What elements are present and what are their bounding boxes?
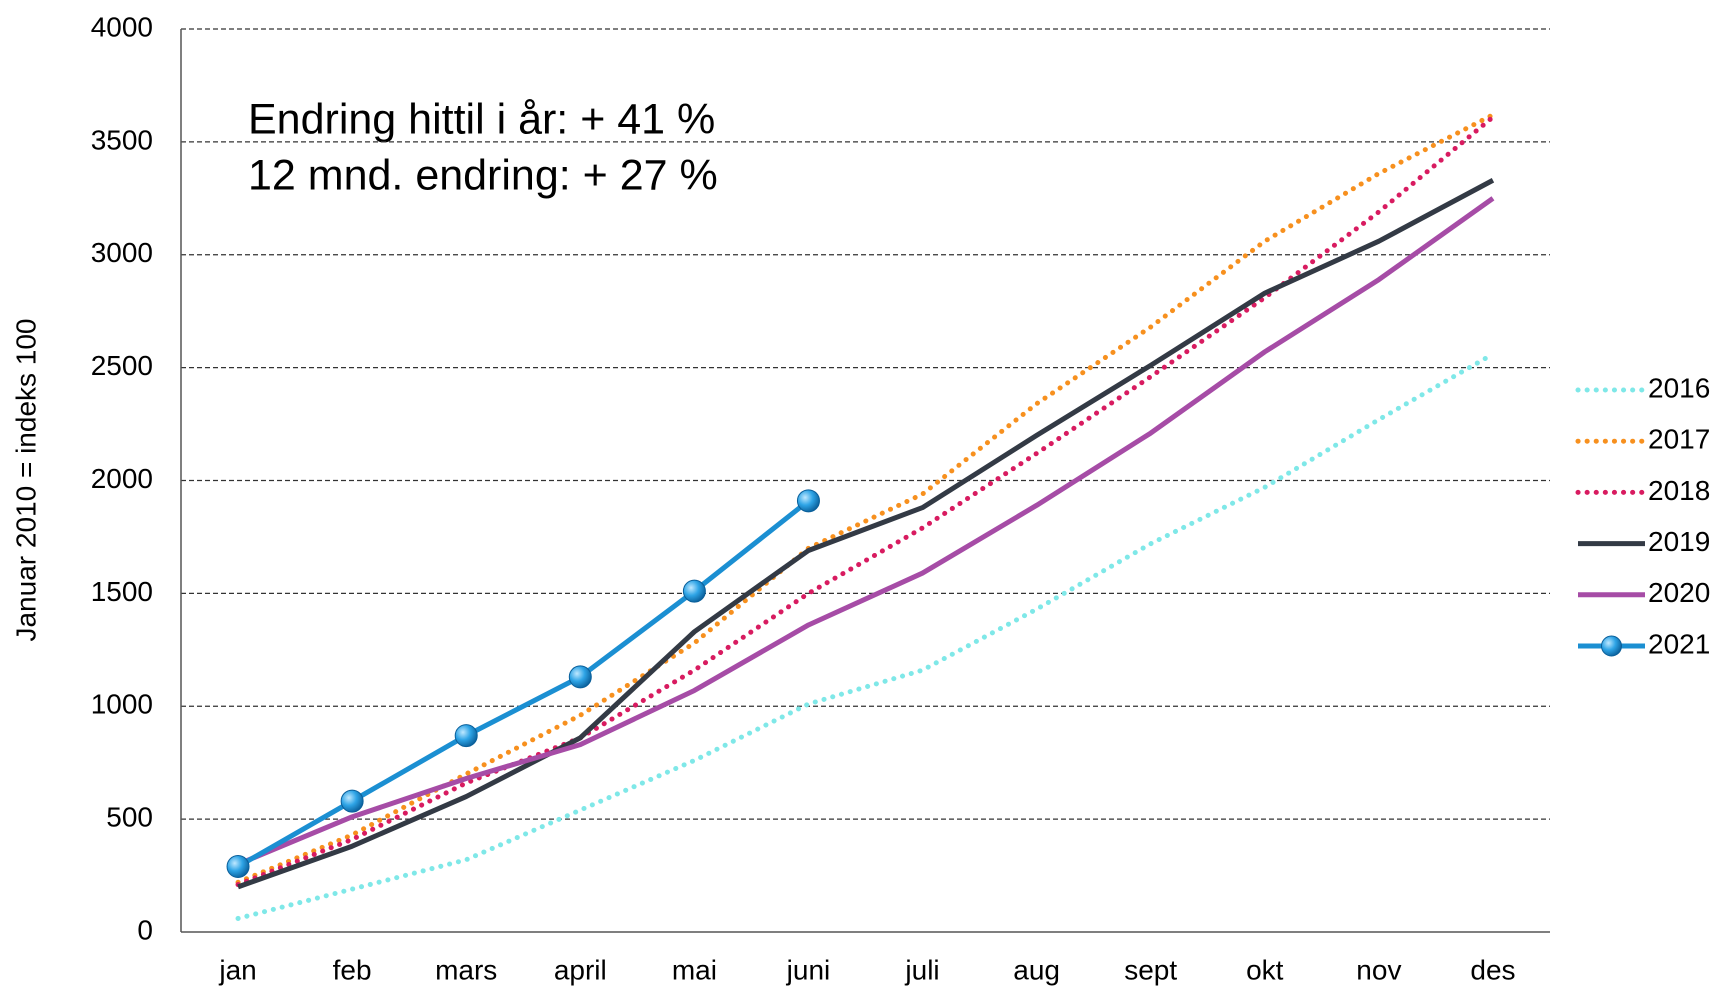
series-line [237, 196, 1495, 867]
series-line [237, 178, 1495, 890]
data-point [454, 724, 478, 748]
data-point [568, 665, 592, 689]
annotation: 12 mnd. endring: + 27 % [248, 151, 718, 199]
x-tick-label: feb [333, 954, 372, 985]
data-point [340, 789, 364, 813]
legend-label: 2020 [1648, 577, 1710, 608]
legend-label: 2016 [1648, 372, 1710, 403]
y-tick-label: 1000 [91, 689, 153, 720]
legend-label: 2018 [1648, 475, 1710, 506]
x-tick-label: aug [1013, 954, 1060, 985]
x-tick-label: mars [435, 954, 497, 985]
legend-marker [1601, 635, 1622, 657]
legend-label: 2021 [1648, 628, 1710, 659]
legend-label: 2017 [1648, 424, 1710, 455]
data-point [682, 579, 706, 603]
y-axis-label: Januar 2010 = indeks 100 [10, 318, 41, 641]
y-tick-label: 4000 [91, 11, 153, 42]
series-line [235, 114, 1496, 888]
y-tick-label: 500 [106, 802, 153, 833]
x-tick-label: nov [1356, 954, 1401, 985]
y-tick-label: 2000 [91, 463, 153, 494]
x-tick-label: des [1470, 954, 1515, 985]
x-tick-label: juni [786, 954, 831, 985]
x-tick-label: juli [904, 954, 939, 985]
data-point [796, 489, 820, 513]
series-line [236, 498, 811, 869]
y-tick-label: 2500 [91, 350, 153, 381]
series-line [235, 351, 1496, 921]
x-tick-label: mai [672, 954, 717, 985]
y-tick-label: 1500 [91, 576, 153, 607]
x-tick-label: april [554, 954, 607, 985]
y-tick-label: 3500 [91, 124, 153, 155]
y-tick-label: 0 [137, 914, 153, 945]
legend-label: 2019 [1648, 526, 1710, 557]
series-line [235, 112, 1496, 885]
x-tick-label: jan [218, 954, 256, 985]
y-tick-label: 3000 [91, 237, 153, 268]
annotation: Endring hittil i år: + 41 % [248, 95, 715, 143]
x-tick-label: sept [1124, 954, 1177, 985]
x-tick-label: okt [1246, 954, 1284, 985]
data-point [226, 855, 250, 879]
